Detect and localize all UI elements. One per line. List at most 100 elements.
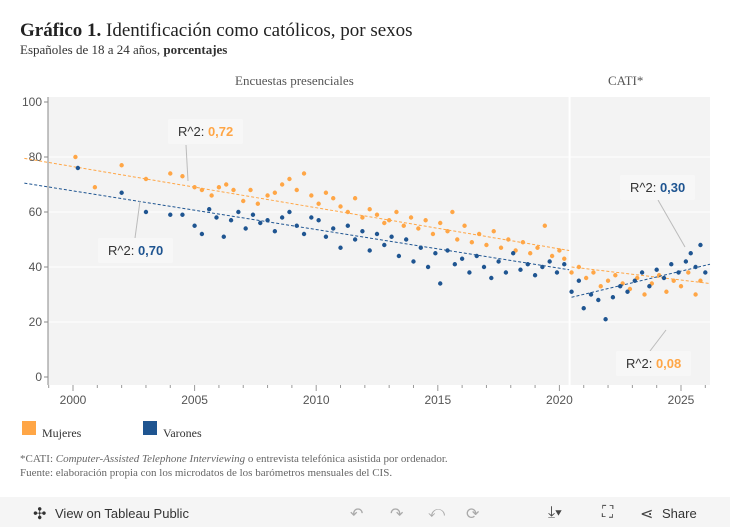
annotation-leader xyxy=(649,329,667,352)
data-point-varones xyxy=(698,242,703,248)
data-point-varones xyxy=(661,275,667,281)
revert-icon[interactable]: ⤺ xyxy=(428,504,446,521)
data-point-mujeres xyxy=(224,182,229,187)
data-point-mujeres xyxy=(598,284,603,289)
data-point-varones xyxy=(199,231,205,237)
note-cati: *CATI: Computer-Assisted Telephone Inter… xyxy=(20,453,448,465)
data-point-varones xyxy=(294,223,299,228)
data-point-mujeres xyxy=(562,256,567,261)
trend-line-mujeres xyxy=(24,157,570,251)
redo-icon[interactable]: ↷ xyxy=(390,506,404,523)
data-point-varones xyxy=(309,215,314,220)
data-point-mujeres xyxy=(642,292,647,297)
data-point-mujeres xyxy=(686,270,691,275)
data-point-mujeres xyxy=(180,174,185,179)
data-point-mujeres xyxy=(345,209,351,215)
data-point-mujeres xyxy=(272,190,278,195)
data-point-varones xyxy=(360,229,365,234)
legend-swatch-mujeres xyxy=(22,421,36,435)
data-point-varones xyxy=(236,209,241,215)
data-point-mujeres xyxy=(462,223,467,228)
data-point-varones xyxy=(467,270,472,275)
data-point-varones xyxy=(389,234,394,239)
data-point-varones xyxy=(588,292,594,297)
data-point-varones xyxy=(489,275,494,281)
data-point-mujeres xyxy=(678,284,684,289)
chart-title: Gráfico 1. Identificación como católicos… xyxy=(20,20,413,41)
data-point-mujeres xyxy=(528,251,533,256)
data-point-mujeres xyxy=(693,292,698,297)
data-point-varones xyxy=(547,259,552,264)
x-tick-label: 2015 xyxy=(424,393,451,407)
panel-header-presencial: Encuestas presenciales xyxy=(235,73,354,88)
x-tick-label: 2025 xyxy=(668,393,695,407)
data-point-varones xyxy=(338,245,343,250)
data-point-varones xyxy=(168,212,173,217)
data-point-mujeres xyxy=(323,190,329,195)
data-point-varones xyxy=(374,231,380,237)
data-point-mujeres xyxy=(605,278,611,283)
data-point-varones xyxy=(569,289,574,294)
data-point-varones xyxy=(581,306,586,311)
data-point-mujeres xyxy=(367,207,372,212)
data-point-varones xyxy=(525,262,530,267)
data-point-varones xyxy=(647,284,652,289)
data-point-varones xyxy=(639,270,645,275)
refresh-icon[interactable]: ⟳ xyxy=(466,506,480,523)
x-tick-label: 2000 xyxy=(60,393,87,407)
data-point-varones xyxy=(688,251,693,256)
data-point-mujeres xyxy=(287,176,292,182)
y-tick-label: 20 xyxy=(29,315,43,329)
data-point-mujeres xyxy=(231,187,236,193)
annotation-leader xyxy=(134,200,141,239)
data-point-mujeres xyxy=(119,163,124,168)
x-tick-label: 2005 xyxy=(181,393,208,407)
undo-icon[interactable]: ↶ xyxy=(350,506,364,523)
download-icon[interactable]: ⤓▾ xyxy=(548,504,562,521)
data-point-mujeres xyxy=(265,193,270,198)
data-point-varones xyxy=(331,226,336,231)
data-point-mujeres xyxy=(450,209,455,215)
data-point-varones xyxy=(618,284,623,289)
share-icon[interactable]: ⋖ xyxy=(640,506,654,523)
data-point-mujeres xyxy=(484,242,489,248)
legend-label-varones: Varones xyxy=(163,426,202,440)
data-point-mujeres xyxy=(535,245,540,250)
trend-line-varones xyxy=(24,182,570,271)
data-point-mujeres xyxy=(698,278,703,283)
data-point-varones xyxy=(703,270,708,275)
share-button[interactable]: Share xyxy=(662,506,697,521)
view-on-tableau-link[interactable]: View on Tableau Public xyxy=(55,506,189,521)
data-point-varones xyxy=(603,317,608,322)
data-point-mujeres xyxy=(583,275,589,281)
data-point-mujeres xyxy=(591,270,596,275)
data-point-mujeres xyxy=(382,220,387,226)
x-tick-label: 2010 xyxy=(303,393,330,407)
data-point-mujeres xyxy=(569,270,574,275)
data-point-mujeres xyxy=(73,154,78,160)
data-point-mujeres xyxy=(416,226,421,231)
tableau-logo-icon: ✣ xyxy=(33,506,47,523)
data-point-varones xyxy=(625,289,630,294)
data-point-mujeres xyxy=(394,209,399,215)
data-point-varones xyxy=(258,220,263,226)
data-point-mujeres xyxy=(316,201,321,206)
data-point-varones xyxy=(438,281,443,286)
data-point-mujeres xyxy=(549,253,555,259)
data-point-mujeres xyxy=(506,237,511,242)
data-point-varones xyxy=(143,209,149,215)
data-point-varones xyxy=(396,253,402,259)
data-point-varones xyxy=(243,226,248,231)
data-point-varones xyxy=(221,234,226,239)
data-point-varones xyxy=(250,212,256,217)
data-point-varones xyxy=(180,212,185,217)
chart-subtitle: Españoles de 18 a 24 años, porcentajes xyxy=(20,42,228,57)
fullscreen-icon[interactable]: ⛶ xyxy=(602,504,614,521)
data-point-varones xyxy=(669,262,674,267)
data-point-mujeres xyxy=(491,229,496,234)
y-tick-label: 40 xyxy=(29,260,43,274)
data-point-varones xyxy=(192,223,197,228)
data-point-mujeres xyxy=(309,193,314,198)
data-point-varones xyxy=(532,273,538,278)
data-point-varones xyxy=(382,242,387,248)
